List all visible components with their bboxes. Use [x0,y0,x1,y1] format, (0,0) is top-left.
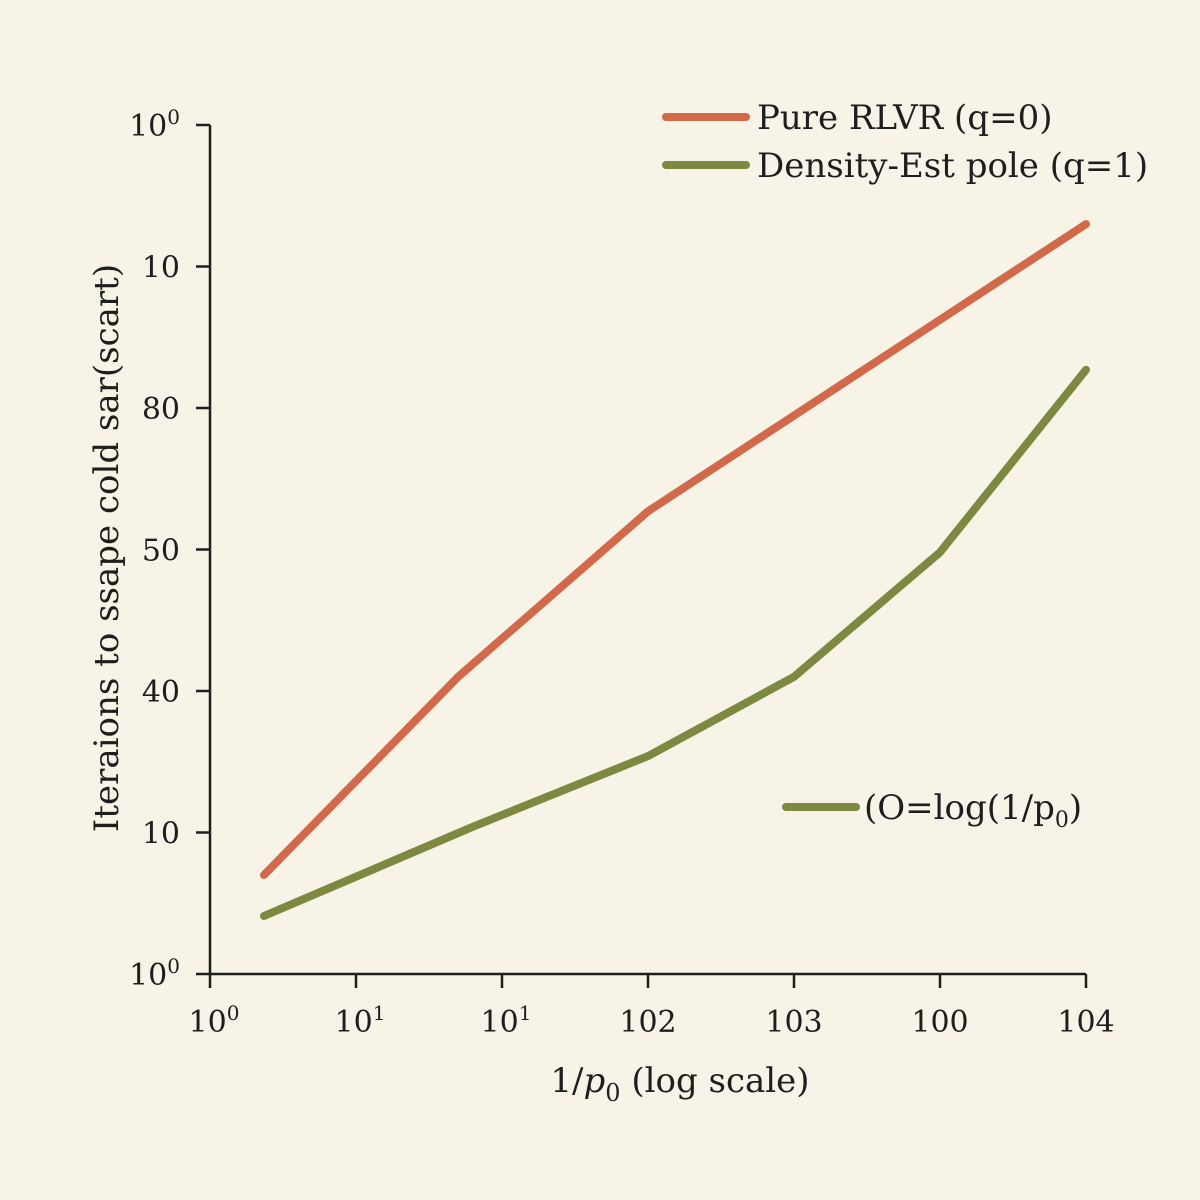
legend: Pure RLVR (q=0) Density-Est pole (q=1) [662,98,1148,186]
axes [208,125,1086,976]
y-tick-label: 10 [142,817,180,852]
x-tick-label: 103 [765,1005,822,1040]
y-tick-label: 50 [142,534,180,569]
legend-label-pure-rlvr: Pure RLVR (q=0) [757,98,1052,138]
x-tick-label: 104 [1057,1005,1114,1040]
x-tick-label: 102 [619,1005,676,1040]
reference-annotation: (O=log(1/p0) [782,788,1082,833]
series-line-pure-rlvr [260,220,1090,879]
y-axis-ticks: 100 10 40 50 80 10 100 [129,105,210,993]
x-tick-label: 100 [189,1001,240,1040]
y-tick-label: 40 [142,675,180,710]
y-axis-title: Iteraions to ssape cold sar(scart) [87,264,127,832]
y-tick-label: 100 [129,105,180,144]
legend-label-density-est: Density-Est pole (q=1) [757,146,1148,186]
y-tick-label: 100 [129,954,180,993]
x-tick-label: 101 [335,1001,386,1040]
y-tick-label: 80 [142,392,180,427]
axis-lines [208,125,1086,976]
y-tick-label: 10 [142,251,180,286]
x-tick-label: 101 [481,1001,532,1040]
x-axis-title: 1/p0 (log scale) [550,1061,809,1107]
series-layer [260,220,1090,920]
series-line-density-est [260,365,1090,920]
x-axis-ticks: 100 101 101 102 103 100 104 [189,974,1115,1040]
reference-label: (O=log(1/p0) [864,788,1082,833]
x-tick-label: 100 [911,1005,968,1040]
